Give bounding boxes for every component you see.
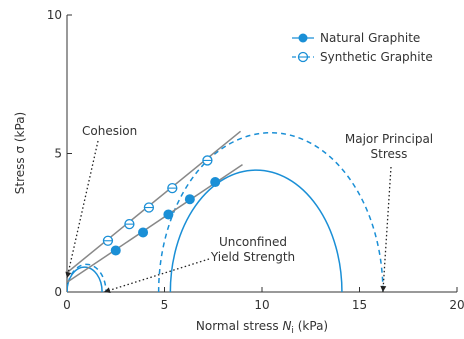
point-0-1 xyxy=(138,227,149,238)
x-tick-label: 15 xyxy=(352,298,367,312)
point-1-0 xyxy=(102,235,114,246)
y-axis-title: Stress σ (kPa) xyxy=(13,112,27,194)
point-1-1 xyxy=(124,218,135,230)
y-tick-label: 0 xyxy=(54,285,62,299)
annotations: Cohesion Unconfined Yield Strength Major Pr… xyxy=(65,124,433,294)
annotation-line: Stress xyxy=(371,147,408,161)
mohr-circle-1-1 xyxy=(157,131,384,292)
legend-item-1: Synthetic Graphite xyxy=(292,50,433,64)
annotation-pointer xyxy=(382,166,392,293)
annotation-arrowhead xyxy=(65,271,72,279)
axis-ticks: 0 5 10 15 20 0 5 10 xyxy=(47,8,464,312)
x-axis-title: Normal stress Ni (kPa) xyxy=(196,319,328,336)
annotation-arrowhead xyxy=(104,287,111,294)
legend-item-0: Natural Graphite xyxy=(292,31,420,45)
mohr-circles xyxy=(67,131,384,292)
x-tick-label: 5 xyxy=(161,298,169,312)
point-0-4 xyxy=(210,177,221,188)
annotation-text: Unconfined Yield Strength xyxy=(210,235,295,264)
annotation-line: Major Principal xyxy=(345,132,433,146)
y-tick-label: 10 xyxy=(47,8,62,22)
annotation-text: Cohesion xyxy=(82,124,137,138)
point-1-2 xyxy=(143,202,155,213)
point-0-2 xyxy=(163,209,174,220)
y-tick-label: 5 xyxy=(54,147,62,161)
point-1-3 xyxy=(167,182,178,194)
plot-area xyxy=(67,130,384,292)
legend-label: Synthetic Graphite xyxy=(320,50,433,64)
data-points xyxy=(102,155,221,256)
legend-marker xyxy=(298,33,308,43)
x-tick-label: 10 xyxy=(254,298,269,312)
annotation-2: Major Principal Stress xyxy=(345,132,433,293)
annotation-pointer xyxy=(66,140,99,279)
annotation-line: Cohesion xyxy=(82,124,137,138)
point-0-0 xyxy=(110,245,121,256)
annotation-arrowhead xyxy=(380,285,387,292)
point-0-3 xyxy=(184,194,195,205)
annotation-1: Unconfined Yield Strength xyxy=(103,235,295,294)
legend: Natural Graphite Synthetic Graphite xyxy=(292,31,433,64)
x-tick-label: 0 xyxy=(63,298,71,312)
fit-line-1 xyxy=(67,130,242,274)
x-tick-label: 20 xyxy=(449,298,464,312)
annotation-line: Yield Strength xyxy=(210,250,295,264)
point-1-4 xyxy=(202,155,213,166)
annotation-line: Unconfined xyxy=(219,235,287,249)
annotation-0: Cohesion xyxy=(65,124,137,279)
annotation-pointer xyxy=(103,258,210,293)
annotation-text: Major Principal Stress xyxy=(345,132,433,161)
legend-label: Natural Graphite xyxy=(320,31,420,45)
mohr-circle-0-1 xyxy=(169,169,343,292)
